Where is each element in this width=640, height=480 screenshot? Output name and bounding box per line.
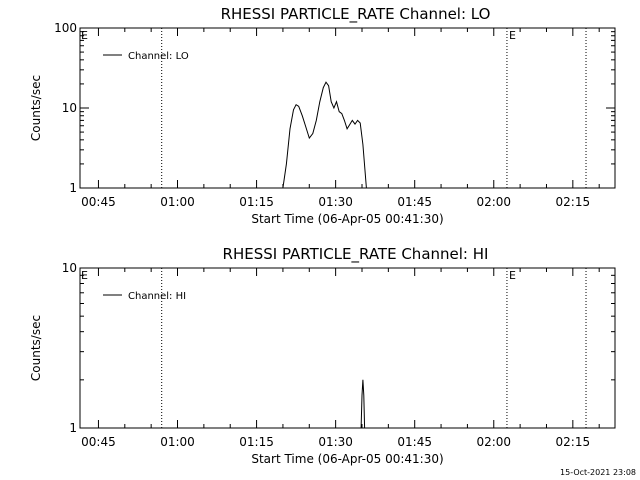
plot-frame (79, 267, 616, 429)
x-tick-label: 01:45 (397, 195, 432, 209)
x-tick-label: 02:15 (556, 435, 591, 449)
panel-hi: RHESSI PARTICLE_RATE Channel: HI Counts/s… (29, 245, 616, 466)
x-axis-label: Start Time (06-Apr-05 00:41:30) (251, 212, 443, 226)
x-tick-label: 01:00 (160, 435, 195, 449)
x-tick-label: 01:15 (239, 195, 274, 209)
timestamp: 15-Oct-2021 23:08 (560, 468, 636, 477)
y-axis-label: Counts/sec (29, 75, 43, 141)
legend-label: Channel: HI (128, 291, 186, 302)
y-tick-label: 1 (69, 421, 77, 435)
event-marker: E (509, 269, 516, 282)
x-tick-label: 02:15 (556, 195, 591, 209)
event-marker: E (509, 29, 516, 42)
x-tick-label: 01:15 (239, 435, 274, 449)
y-tick-label: 1 (69, 181, 77, 195)
y-axis-label: Counts/sec (29, 315, 43, 381)
event-marker: E (81, 29, 88, 42)
panel-lo: RHESSI PARTICLE_RATE Channel: LO Counts/s… (29, 5, 616, 226)
chart-title: RHESSI PARTICLE_RATE Channel: HI (223, 245, 489, 264)
x-tick-label: 02:00 (476, 195, 511, 209)
x-tick-label: 01:45 (397, 435, 432, 449)
x-tick-label: 01:30 (318, 195, 353, 209)
y-tick-label: 10 (62, 261, 77, 275)
event-marker: E (81, 269, 88, 282)
x-tick-label: 00:45 (81, 195, 116, 209)
x-tick-label: 00:45 (81, 435, 116, 449)
series-line (360, 379, 366, 429)
y-tick-label: 10 (62, 101, 77, 115)
legend-label: Channel: LO (128, 51, 189, 62)
chart-title: RHESSI PARTICLE_RATE Channel: LO (221, 5, 491, 24)
x-tick-label: 01:30 (318, 435, 353, 449)
y-tick-label: 100 (54, 21, 77, 35)
x-axis-label: Start Time (06-Apr-05 00:41:30) (251, 452, 443, 466)
series-line (282, 81, 367, 189)
x-tick-label: 02:00 (476, 435, 511, 449)
x-tick-label: 01:00 (160, 195, 195, 209)
